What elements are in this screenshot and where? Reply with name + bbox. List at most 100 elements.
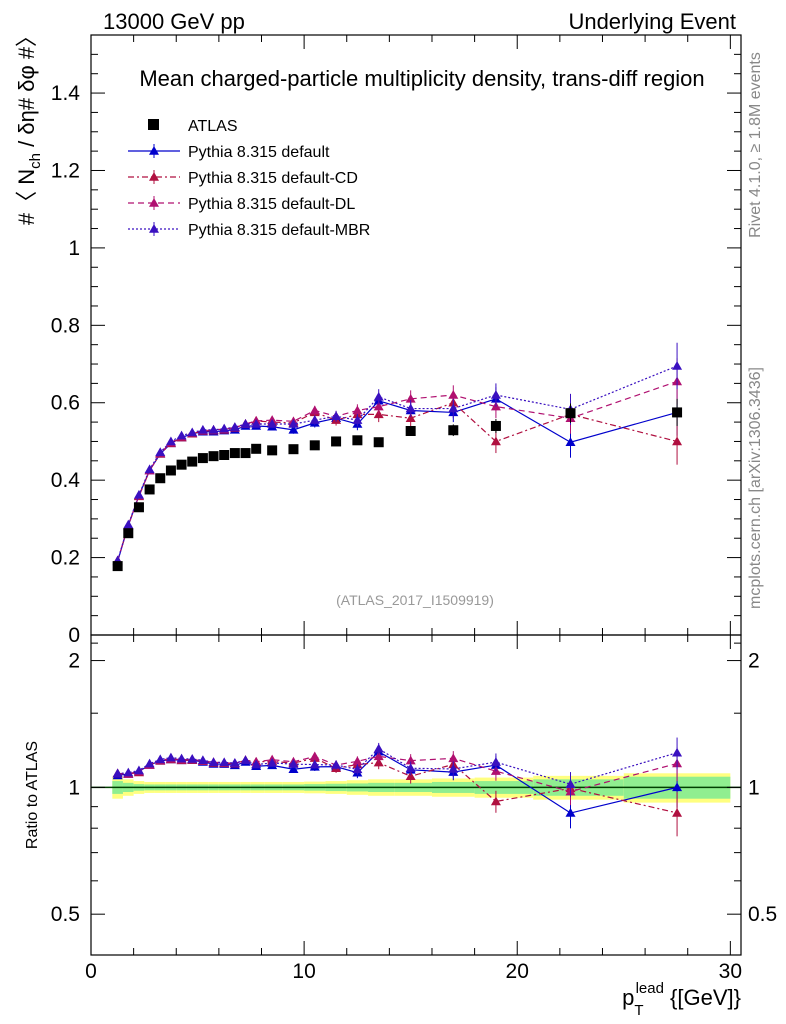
ratio-data-point [208,757,219,767]
data-point [448,425,459,436]
data-point [144,484,155,495]
mcplots-source-label: mcplots.cern.ch [arXiv:1306.3436] [747,367,764,609]
data-point [352,435,363,446]
data-point [155,473,166,484]
data-point [267,445,278,456]
ratio-tick-label: 1 [68,776,80,799]
series-pythia-8-315-default-cd [112,393,683,565]
ratio-data-series [112,737,683,837]
series-line [117,402,678,561]
ratio-data-point [229,757,240,767]
data-point [288,419,299,428]
data-point [288,444,299,455]
data-point [405,413,416,422]
ratio-data-point [352,764,363,774]
legend: ATLAS Pythia 8.315 default Pythia 8.315 de… [128,118,370,239]
data-point [197,424,208,434]
legend-item: Pythia 8.315 default [128,144,330,161]
ratio-tick-label-right: 1 [748,776,760,799]
data-point [251,419,262,428]
data-point [267,419,278,428]
ratio-data-point [267,757,278,767]
ratio-data-point [373,751,384,761]
data-point [229,448,240,459]
data-point [309,405,320,415]
data-point [405,403,416,413]
main-data-series [112,342,683,572]
ratio-tick-label: 2 [68,650,80,673]
ratio-y-axis-label: Ratio to ATLAS [24,741,41,849]
data-point [405,393,416,403]
legend-label: Pythia 8.315 default-CD [188,170,358,187]
data-point [133,502,144,513]
ratio-data-point [405,763,416,773]
y-tick-label: 0.8 [51,314,80,337]
data-point [219,450,230,460]
ratio-data-point [331,760,342,769]
legend-label: Pythia 8.315 default-DL [188,196,355,213]
ratio-data-point [240,755,251,765]
data-point [565,437,576,446]
data-point [197,453,208,464]
ratio-data-point [490,796,501,806]
y-tick-label: 1 [68,237,80,260]
ratio-data-point [352,756,363,766]
data-point [373,437,384,448]
data-point [405,426,416,436]
ratio-data-point [405,755,416,765]
data-point [176,430,187,440]
ratio-data-point [197,755,208,765]
data-point [219,423,230,433]
data-point [112,561,123,572]
data-point [373,391,384,401]
ratio-data-point [123,767,134,777]
series-pythia-8-315-default-mbr [112,342,683,565]
y-tick-label: 0.6 [51,392,80,415]
ratio-tick-label-right: 2 [748,650,760,673]
ratio-plot-frame [90,634,742,956]
header-left-text: 13000 GeV pp [103,9,245,34]
data-point [240,419,251,428]
legend-marker [149,224,159,233]
ratio-data-point [133,765,144,775]
series-line [117,365,678,561]
data-point [331,436,342,447]
ratio-axis-ticks: 0 10 20 30 0.5 0.5 1 1 2 2 [51,635,777,983]
ratio-data-point [672,782,683,792]
ratio-data-point [672,747,683,757]
legend-label: ATLAS [188,118,238,135]
ratio-data-point [309,759,320,769]
ratio-tick-label: 0.5 [51,903,80,926]
ratio-tick-label-right: 0.5 [748,903,777,926]
data-point [490,420,501,431]
ratio-data-point [155,754,166,764]
data-point [165,436,176,446]
ratio-data-point [672,807,683,817]
analysis-watermark: (ATLAS_2017_I1509919) [336,592,494,608]
series-pythia-8-315-default [112,387,683,566]
ratio-data-point [565,808,576,817]
data-point [123,519,134,529]
ratio-data-point [309,751,320,761]
ratio-data-point [112,768,123,778]
ratio-data-point [165,752,176,762]
ratio-data-point [187,754,198,763]
x-tick-label: 10 [292,960,315,983]
data-point [672,436,683,446]
data-point [229,422,240,431]
data-point [448,403,459,413]
legend-marker [149,172,159,181]
data-point [352,415,363,424]
data-point [187,456,198,467]
legend-marker [148,119,159,130]
ratio-data-point [448,753,459,763]
y-tick-label: 0.2 [51,547,80,570]
series-atlas [112,398,683,572]
y-tick-label: 1.2 [51,159,80,182]
data-point [155,447,166,457]
data-point [352,405,363,415]
data-point [672,360,683,370]
data-point [448,390,459,399]
data-point [251,443,262,454]
data-point [288,424,299,434]
